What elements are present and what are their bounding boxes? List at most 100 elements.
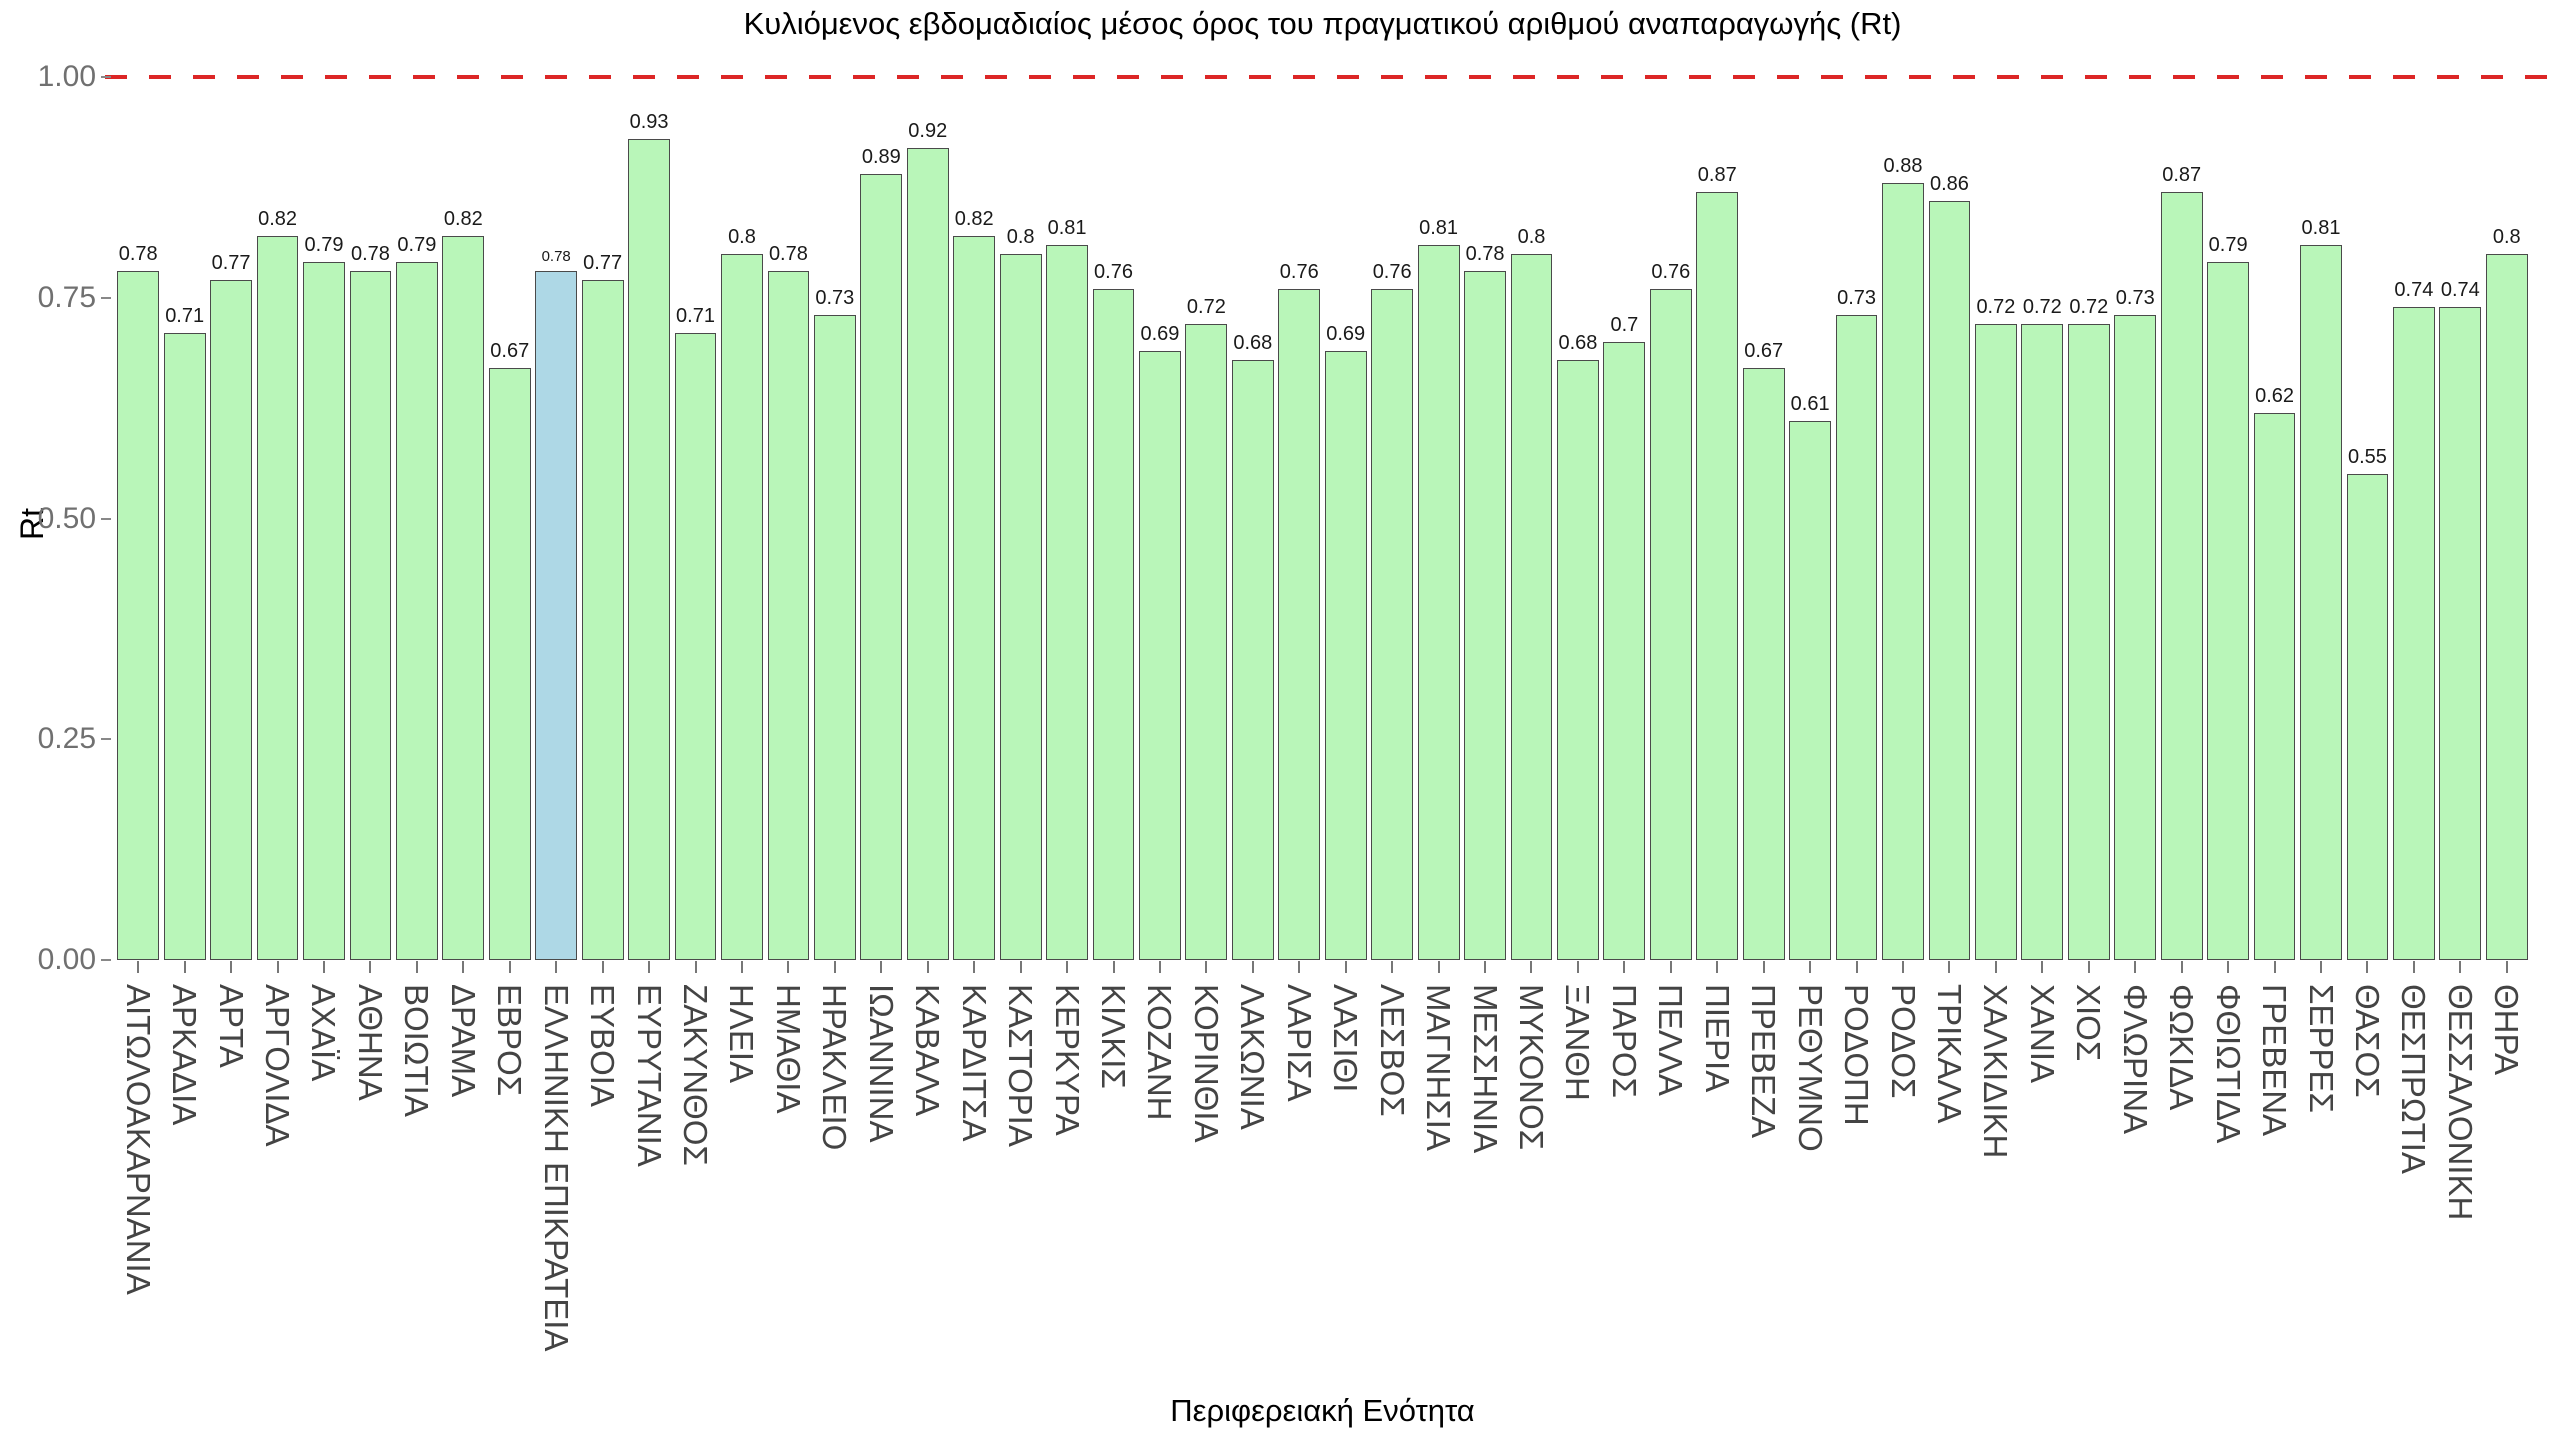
bar <box>767 271 810 960</box>
bar <box>2392 306 2435 960</box>
bar-value-label: 0.8 <box>1006 225 1035 248</box>
bar-value-label: 0.81 <box>2301 216 2341 239</box>
bar <box>1139 350 1181 960</box>
bar-value-label: 0.68 <box>1558 331 1598 354</box>
x-tick-label: ΜΕΣΣΗΝΙΑ <box>1466 984 1504 1154</box>
x-tick-label: ΧΑΝΙΑ <box>2023 984 2061 1084</box>
bar <box>1649 288 1692 960</box>
x-tick-label: ΚΑΡΔΙΤΣΑ <box>955 984 993 1142</box>
bar-value-label: 0.79 <box>397 234 437 257</box>
x-tick <box>2505 961 2508 973</box>
bar <box>999 253 1042 960</box>
x-tick <box>1251 961 1254 973</box>
bar-value-label: 0.82 <box>258 207 298 230</box>
bar <box>2485 253 2528 960</box>
x-tick <box>2180 961 2183 973</box>
x-tick <box>183 961 186 973</box>
x-tick <box>1437 961 1440 973</box>
x-tick-label: ΜΑΓΝΗΣΙΑ <box>1420 984 1458 1151</box>
x-tick <box>230 961 233 973</box>
bar <box>117 271 160 960</box>
x-tick <box>1298 961 1301 973</box>
x-tick-label: ΛΑΣΙΘΙ <box>1327 984 1365 1093</box>
bar <box>1603 341 1646 960</box>
bar-value-label: 0.78 <box>768 243 808 266</box>
x-tick-label: ΗΛΕΙΑ <box>723 984 761 1084</box>
x-tick-label: ΡΟΔΟΣ <box>1884 984 1922 1099</box>
bar-value-label: 0.77 <box>583 252 623 275</box>
x-tick <box>740 961 743 973</box>
bar-value-label: 0.74 <box>2440 278 2480 301</box>
bar <box>1696 191 1739 960</box>
x-tick-label: ΕΥΒΟΙΑ <box>584 984 622 1107</box>
x-tick-label: ΑΡΚΑΔΙΑ <box>166 984 204 1126</box>
x-tick <box>1855 961 1858 973</box>
y-tick-label: 0.25 <box>37 722 96 756</box>
bar <box>1092 288 1135 960</box>
bar-value-label: 0.82 <box>443 207 483 230</box>
x-tick-label: ΑΘΗΝΑ <box>351 984 389 1101</box>
x-tick-label: ΡΟΔΟΠΗ <box>1838 984 1876 1126</box>
x-tick-label: ΑΡΤΑ <box>212 984 250 1068</box>
y-tick-label: 0.00 <box>37 943 96 976</box>
bar <box>628 138 670 960</box>
x-tick-label: ΛΑΚΩΝΙΑ <box>1234 984 1272 1130</box>
x-tick-label: ΤΡΙΚΑΛΑ <box>1930 984 1968 1124</box>
x-tick <box>369 961 372 973</box>
bar-value-label: 0.78 <box>350 243 390 266</box>
x-tick <box>1716 961 1719 973</box>
x-tick-label: ΦΛΩΡΙΝΑ <box>2116 984 2154 1135</box>
x-tick-label: ΘΑΣΟΣ <box>2348 984 2386 1098</box>
bar-value-label: 0.92 <box>908 119 948 142</box>
x-tick <box>1530 961 1533 973</box>
x-tick-label: ΠΑΡΟΣ <box>1605 984 1643 1098</box>
x-tick <box>2366 961 2369 973</box>
chart-title: Κυλιόμενος εβδομαδιαίος μέσος όρος του π… <box>743 6 1902 41</box>
x-tick <box>2041 961 2044 973</box>
bar <box>2439 306 2482 960</box>
bar <box>1975 324 2017 960</box>
bar <box>813 315 856 960</box>
bar-value-label: 0.8 <box>728 225 756 248</box>
x-tick-label: ΠΙΕΡΙΑ <box>1698 984 1736 1093</box>
x-tick-label: ΚΟΡΙΝΘΙΑ <box>1187 984 1225 1143</box>
bar <box>1882 182 1924 960</box>
x-tick-label: ΠΕΛΛΑ <box>1652 984 1690 1096</box>
bar <box>1278 288 1321 960</box>
x-tick <box>1484 961 1487 973</box>
x-tick-label: ΡΕΘΥΜΝΟ <box>1791 984 1829 1152</box>
x-tick <box>880 961 883 973</box>
x-tick-label: ΛΕΣΒΟΣ <box>1373 984 1411 1117</box>
bar-value-label: 0.67 <box>490 340 530 363</box>
bar <box>256 235 299 960</box>
x-tick-label: ΕΒΡΟΣ <box>491 984 529 1097</box>
bar <box>2021 324 2064 960</box>
x-tick-label: ΚΑΒΑΛΑ <box>909 984 947 1117</box>
x-tick <box>555 961 558 973</box>
bar <box>163 333 206 960</box>
x-tick <box>833 961 836 973</box>
x-tick-label: ΧΙΟΣ <box>2070 984 2108 1062</box>
bar-value-label: 0.76 <box>1372 260 1412 283</box>
bar-value-label: 0.79 <box>304 234 344 257</box>
bar <box>1928 200 1971 960</box>
x-tick <box>415 961 418 973</box>
x-tick <box>2227 961 2230 973</box>
x-tick <box>1066 961 1069 973</box>
x-tick <box>322 961 325 973</box>
bar-value-label: 0.78 <box>541 248 571 266</box>
bar <box>1185 324 1228 960</box>
bar <box>1510 253 1553 960</box>
x-tick <box>2459 961 2462 973</box>
bar-value-label: 0.89 <box>861 146 901 169</box>
bar <box>674 333 717 960</box>
x-tick <box>2087 961 2090 973</box>
bar <box>1557 359 1599 960</box>
x-tick <box>1112 961 1115 973</box>
bar-value-label: 0.69 <box>1140 322 1180 345</box>
x-tick-label: ΑΙΤΩΛΟΑΚΑΡΝΑΝΙΑ <box>119 984 157 1295</box>
bar-value-label: 0.62 <box>2255 384 2295 407</box>
bar <box>395 262 438 960</box>
x-tick <box>694 961 697 973</box>
